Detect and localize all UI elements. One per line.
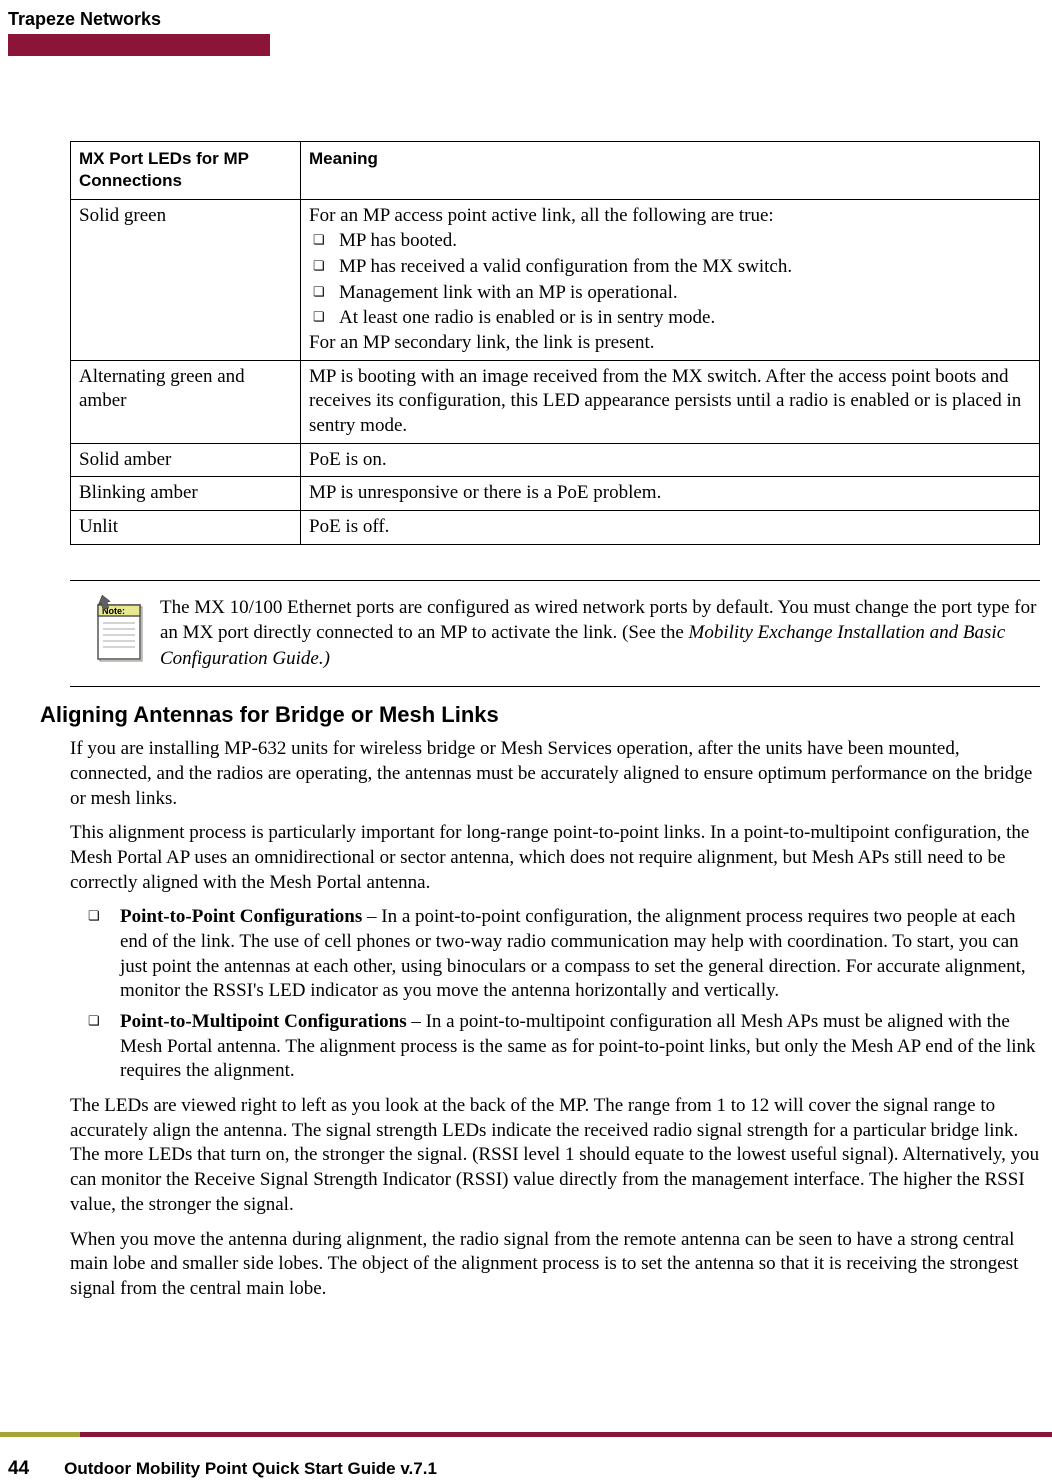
table-row: Alternating green and amber MP is bootin… bbox=[71, 360, 1040, 443]
note-block: Note: The MX 10/100 Ethernet ports are c… bbox=[70, 581, 1040, 686]
table-row: Solid green For an MP access point activ… bbox=[71, 199, 1040, 360]
page-content: MX Port LEDs for MP Connections Meaning … bbox=[0, 56, 1052, 1301]
paragraph: If you are installing MP-632 units for w… bbox=[70, 737, 1040, 811]
section-heading: Aligning Antennas for Bridge or Mesh Lin… bbox=[40, 701, 1040, 730]
table-header-col1: MX Port LEDs for MP Connections bbox=[71, 142, 301, 199]
config-item: Point-to-Multipoint Configurations – In … bbox=[88, 1010, 1040, 1084]
meaning-intro: For an MP access point active link, all … bbox=[309, 204, 1031, 229]
led-meaning: PoE is on. bbox=[301, 443, 1040, 477]
config-item: Point-to-Point Configurations – In a poi… bbox=[88, 905, 1040, 1004]
bullet-item: MP has received a valid configuration fr… bbox=[313, 254, 1031, 280]
config-title: Point-to-Point Configurations bbox=[120, 906, 362, 927]
page-number: 44 bbox=[0, 1457, 64, 1481]
led-meaning: For an MP access point active link, all … bbox=[301, 199, 1040, 360]
led-meaning: MP is booting with an image received fro… bbox=[301, 360, 1040, 443]
paragraph: This alignment process is particularly i… bbox=[70, 821, 1040, 895]
footer-bar-olive bbox=[0, 1432, 80, 1437]
bullet-item: At least one radio is enabled or is in s… bbox=[313, 305, 1031, 331]
table-row: Unlit PoE is off. bbox=[71, 510, 1040, 544]
note-icon: Note: bbox=[90, 593, 150, 665]
paragraph: The LEDs are viewed right to left as you… bbox=[70, 1094, 1040, 1217]
table-row: Blinking amber MP is unresponsive or the… bbox=[71, 477, 1040, 511]
note-text: The MX 10/100 Ethernet ports are configu… bbox=[160, 593, 1040, 672]
meaning-outro: For an MP secondary link, the link is pr… bbox=[309, 331, 1031, 356]
led-state: Solid green bbox=[71, 199, 301, 360]
table-row: Solid amber PoE is on. bbox=[71, 443, 1040, 477]
paragraph: When you move the antenna during alignme… bbox=[70, 1228, 1040, 1302]
footer-accent-bar bbox=[0, 1432, 1052, 1437]
table-header-col2: Meaning bbox=[301, 142, 1040, 199]
led-state: Alternating green and amber bbox=[71, 360, 301, 443]
header-accent-bar bbox=[8, 34, 270, 56]
page-footer: 44Outdoor Mobility Point Quick Start Gui… bbox=[0, 1432, 1052, 1481]
config-title: Point-to-Multipoint Configurations bbox=[120, 1011, 407, 1032]
footer-bar-maroon bbox=[80, 1432, 1052, 1437]
doc-title: Outdoor Mobility Point Quick Start Guide… bbox=[64, 1459, 437, 1478]
led-state: Unlit bbox=[71, 510, 301, 544]
led-meaning: MP is unresponsive or there is a PoE pro… bbox=[301, 477, 1040, 511]
led-state: Solid amber bbox=[71, 443, 301, 477]
meaning-bullets: MP has booted. MP has received a valid c… bbox=[309, 228, 1031, 331]
divider bbox=[70, 686, 1040, 687]
led-status-table: MX Port LEDs for MP Connections Meaning … bbox=[70, 141, 1040, 544]
led-meaning: PoE is off. bbox=[301, 510, 1040, 544]
bullet-item: Management link with an MP is operationa… bbox=[313, 280, 1031, 306]
led-state: Blinking amber bbox=[71, 477, 301, 511]
bullet-item: MP has booted. bbox=[313, 228, 1031, 254]
page-header: Trapeze Networks bbox=[0, 0, 1052, 56]
footer-text: 44Outdoor Mobility Point Quick Start Gui… bbox=[0, 1437, 1052, 1481]
config-list: Point-to-Point Configurations – In a poi… bbox=[70, 905, 1040, 1084]
company-name: Trapeze Networks bbox=[8, 8, 1052, 31]
